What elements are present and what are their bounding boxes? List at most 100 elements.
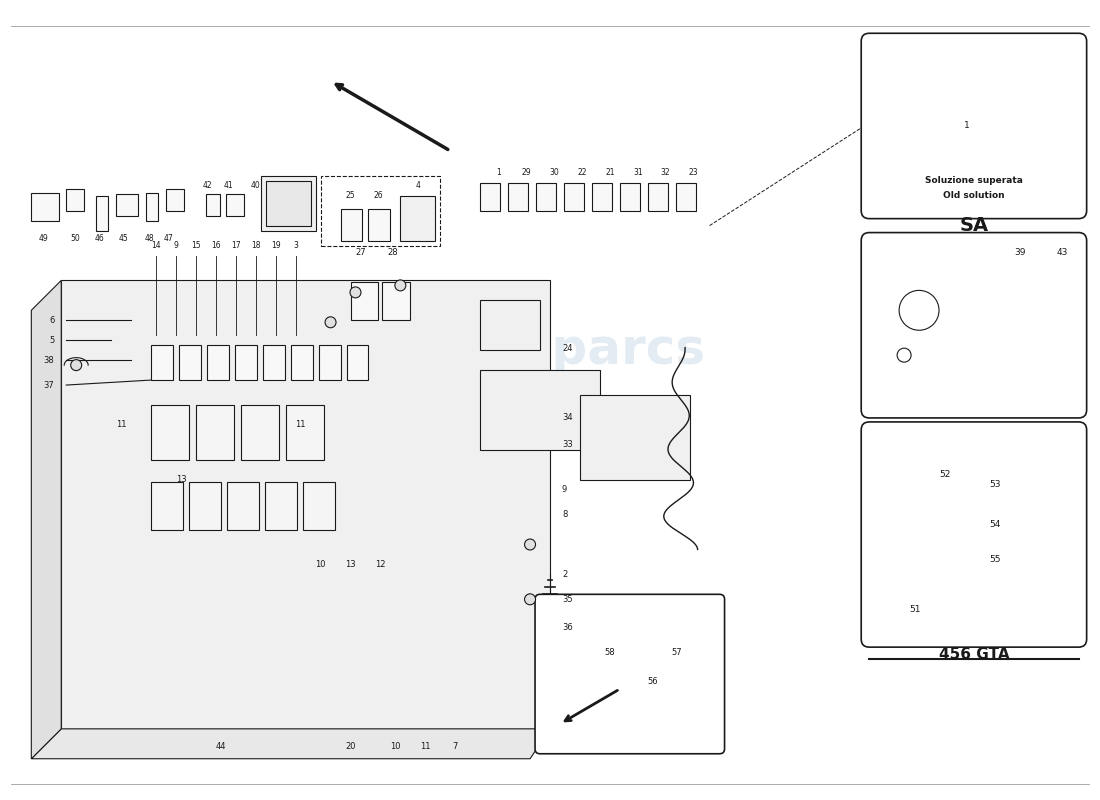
- Text: 42: 42: [204, 182, 212, 190]
- Bar: [263, 345, 285, 380]
- Circle shape: [899, 290, 939, 330]
- Text: 50: 50: [70, 234, 80, 243]
- Text: 57: 57: [672, 648, 682, 657]
- Text: 49: 49: [39, 234, 48, 243]
- Text: 44: 44: [216, 742, 227, 751]
- Bar: [96, 196, 108, 230]
- Circle shape: [525, 539, 536, 550]
- Text: 28: 28: [387, 248, 398, 257]
- Bar: [368, 209, 390, 241]
- Text: 7: 7: [452, 742, 458, 751]
- Text: 11: 11: [420, 742, 430, 751]
- Text: 18: 18: [251, 241, 261, 250]
- Bar: [286, 405, 323, 460]
- Text: 32: 32: [661, 168, 671, 178]
- Text: 6: 6: [48, 316, 54, 325]
- Bar: [949, 565, 977, 590]
- Bar: [650, 651, 672, 669]
- Text: 1: 1: [496, 168, 500, 178]
- FancyBboxPatch shape: [861, 233, 1087, 418]
- Bar: [904, 485, 944, 530]
- Text: 20: 20: [345, 742, 355, 751]
- Bar: [151, 405, 189, 460]
- Bar: [320, 176, 440, 246]
- Bar: [179, 345, 201, 380]
- Bar: [31, 193, 59, 221]
- Bar: [196, 405, 234, 460]
- Bar: [564, 182, 584, 210]
- Text: 40: 40: [251, 182, 261, 190]
- Bar: [261, 176, 316, 230]
- Bar: [234, 345, 256, 380]
- Polygon shape: [31, 729, 550, 758]
- Text: 4: 4: [416, 182, 421, 190]
- Text: 52: 52: [939, 470, 950, 479]
- Bar: [536, 182, 556, 210]
- Bar: [346, 345, 368, 380]
- Text: 9: 9: [174, 241, 178, 250]
- Circle shape: [898, 348, 911, 362]
- Bar: [481, 370, 600, 450]
- Text: 58: 58: [605, 648, 616, 657]
- Bar: [189, 482, 221, 530]
- Circle shape: [525, 594, 536, 605]
- FancyBboxPatch shape: [861, 422, 1087, 647]
- Bar: [580, 395, 690, 480]
- FancyBboxPatch shape: [861, 34, 1087, 218]
- Bar: [884, 266, 989, 390]
- Text: Old solution: Old solution: [943, 191, 1004, 200]
- Text: 43: 43: [1057, 248, 1068, 257]
- Text: 21: 21: [605, 168, 615, 178]
- Text: 10: 10: [390, 742, 400, 751]
- Text: 17: 17: [231, 241, 241, 250]
- Text: 36: 36: [562, 622, 573, 632]
- Bar: [319, 345, 341, 380]
- Text: eurosparcs: eurosparcs: [394, 326, 706, 374]
- Bar: [117, 194, 138, 216]
- Text: 47: 47: [164, 234, 174, 243]
- Text: 13: 13: [176, 475, 186, 484]
- Bar: [302, 482, 334, 530]
- Bar: [290, 345, 312, 380]
- Text: 9: 9: [562, 485, 568, 494]
- Bar: [351, 282, 378, 320]
- Bar: [999, 300, 1054, 370]
- Text: 35: 35: [562, 595, 573, 604]
- Text: 51: 51: [909, 605, 921, 614]
- Text: 31: 31: [632, 168, 642, 178]
- Bar: [983, 159, 1002, 170]
- Bar: [481, 300, 540, 350]
- Text: 37: 37: [44, 381, 54, 390]
- Bar: [609, 657, 640, 679]
- Bar: [151, 345, 173, 380]
- Bar: [899, 534, 1028, 590]
- Bar: [508, 182, 528, 210]
- Circle shape: [70, 360, 81, 370]
- Bar: [675, 182, 695, 210]
- Bar: [949, 494, 977, 530]
- Text: 1: 1: [964, 122, 970, 130]
- Bar: [241, 405, 278, 460]
- Text: 41: 41: [224, 182, 233, 190]
- Text: 11: 11: [296, 421, 306, 430]
- Text: 22: 22: [578, 168, 586, 178]
- Text: 3: 3: [294, 241, 298, 250]
- Text: 34: 34: [562, 414, 573, 422]
- Bar: [630, 679, 654, 694]
- Bar: [206, 194, 220, 216]
- Text: 53: 53: [989, 480, 1000, 490]
- Text: 14: 14: [151, 241, 161, 250]
- Bar: [592, 182, 612, 210]
- Bar: [1024, 159, 1036, 170]
- Bar: [1004, 159, 1022, 170]
- Text: SA: SA: [959, 216, 989, 235]
- Bar: [66, 189, 85, 210]
- Circle shape: [350, 287, 361, 298]
- Bar: [146, 193, 158, 221]
- Bar: [226, 194, 244, 216]
- Text: 27: 27: [355, 248, 366, 257]
- Text: 10: 10: [316, 560, 326, 569]
- Text: 19: 19: [271, 241, 281, 250]
- Bar: [166, 189, 184, 210]
- Bar: [266, 181, 310, 226]
